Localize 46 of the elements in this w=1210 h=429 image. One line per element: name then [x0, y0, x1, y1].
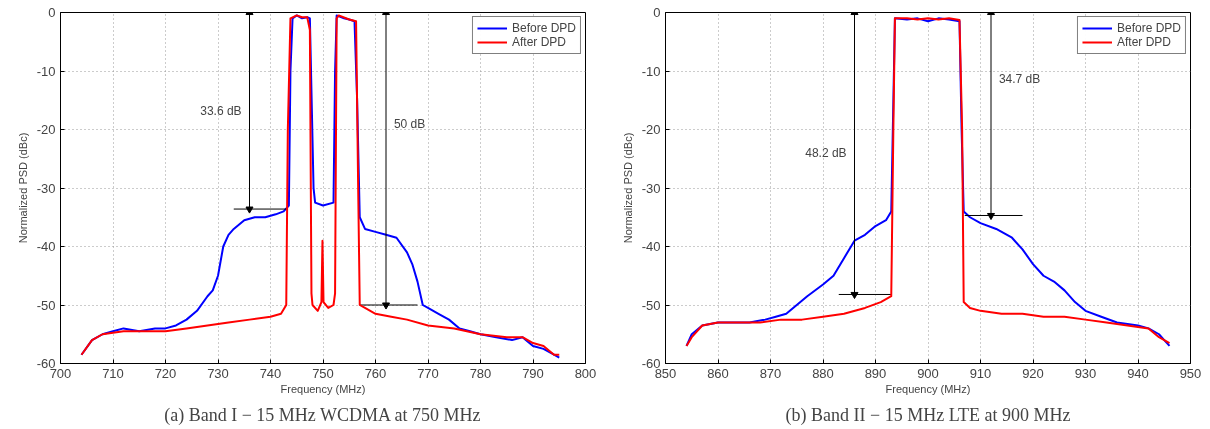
- x-tick-label: 920: [1022, 365, 1044, 381]
- x-tick-label: 930: [1074, 365, 1097, 381]
- legend-label: Before DPD: [511, 21, 576, 35]
- legend-label: After DPD: [1116, 35, 1171, 49]
- legend-label: After DPD: [511, 35, 566, 49]
- y-tick-label: 0: [653, 5, 661, 20]
- y-tick-label: -40: [641, 239, 661, 254]
- y-tick-label: -30: [36, 180, 56, 196]
- y-axis-title: Normalized PSD (dBc): [16, 132, 29, 244]
- y-tick-label: -50: [641, 297, 661, 313]
- y-tick-label: -20: [36, 122, 56, 137]
- y-tick-label: 0: [48, 5, 56, 20]
- legend-label: Before DPD: [1116, 21, 1181, 35]
- x-tick-label: 890: [864, 365, 887, 381]
- x-tick-label: 770: [417, 365, 439, 381]
- y-axis-title: Normalized PSD (dBc): [621, 132, 634, 244]
- x-tick-label: 910: [969, 365, 992, 381]
- y-tick-label: -50: [36, 297, 56, 313]
- x-tick-label: 870: [759, 365, 782, 381]
- x-tick-label: 790: [522, 365, 544, 381]
- x-axis-title: Frequency (MHz): [885, 382, 971, 395]
- y-tick-label: -10: [36, 63, 56, 79]
- x-tick-label: 760: [364, 365, 387, 381]
- x-tick-label: 720: [154, 365, 177, 381]
- x-tick-label: 860: [707, 365, 729, 381]
- annotation: 34.7 dB: [998, 71, 1041, 86]
- x-tick-label: 730: [207, 365, 229, 381]
- x-tick-label: 900: [917, 365, 939, 381]
- annotation: 33.6 dB: [200, 103, 242, 118]
- text: (b) Band II − 15 MHz LTE at 900 MHz: [785, 404, 1071, 426]
- x-tick-label: 800: [574, 365, 597, 381]
- text: (a) Band I − 15 MHz WCDMA at 750 MHz: [164, 404, 481, 426]
- y-tick-label: -20: [641, 122, 661, 137]
- x-tick-label: 950: [1179, 365, 1202, 381]
- annotation: 48.2 dB: [805, 146, 847, 161]
- y-tick-label: -30: [641, 180, 661, 196]
- x-tick-label: 940: [1127, 365, 1149, 381]
- y-tick-label: -10: [641, 63, 661, 79]
- x-tick-label: 880: [812, 365, 834, 381]
- annotation: 50 dB: [393, 116, 426, 131]
- x-tick-label: 780: [469, 365, 492, 381]
- x-tick-label: 750: [312, 365, 334, 381]
- x-tick-label: 710: [102, 365, 124, 381]
- y-tick-label: -40: [36, 239, 56, 254]
- x-tick-label: 740: [259, 365, 282, 381]
- x-axis-title: Frequency (MHz): [280, 382, 366, 395]
